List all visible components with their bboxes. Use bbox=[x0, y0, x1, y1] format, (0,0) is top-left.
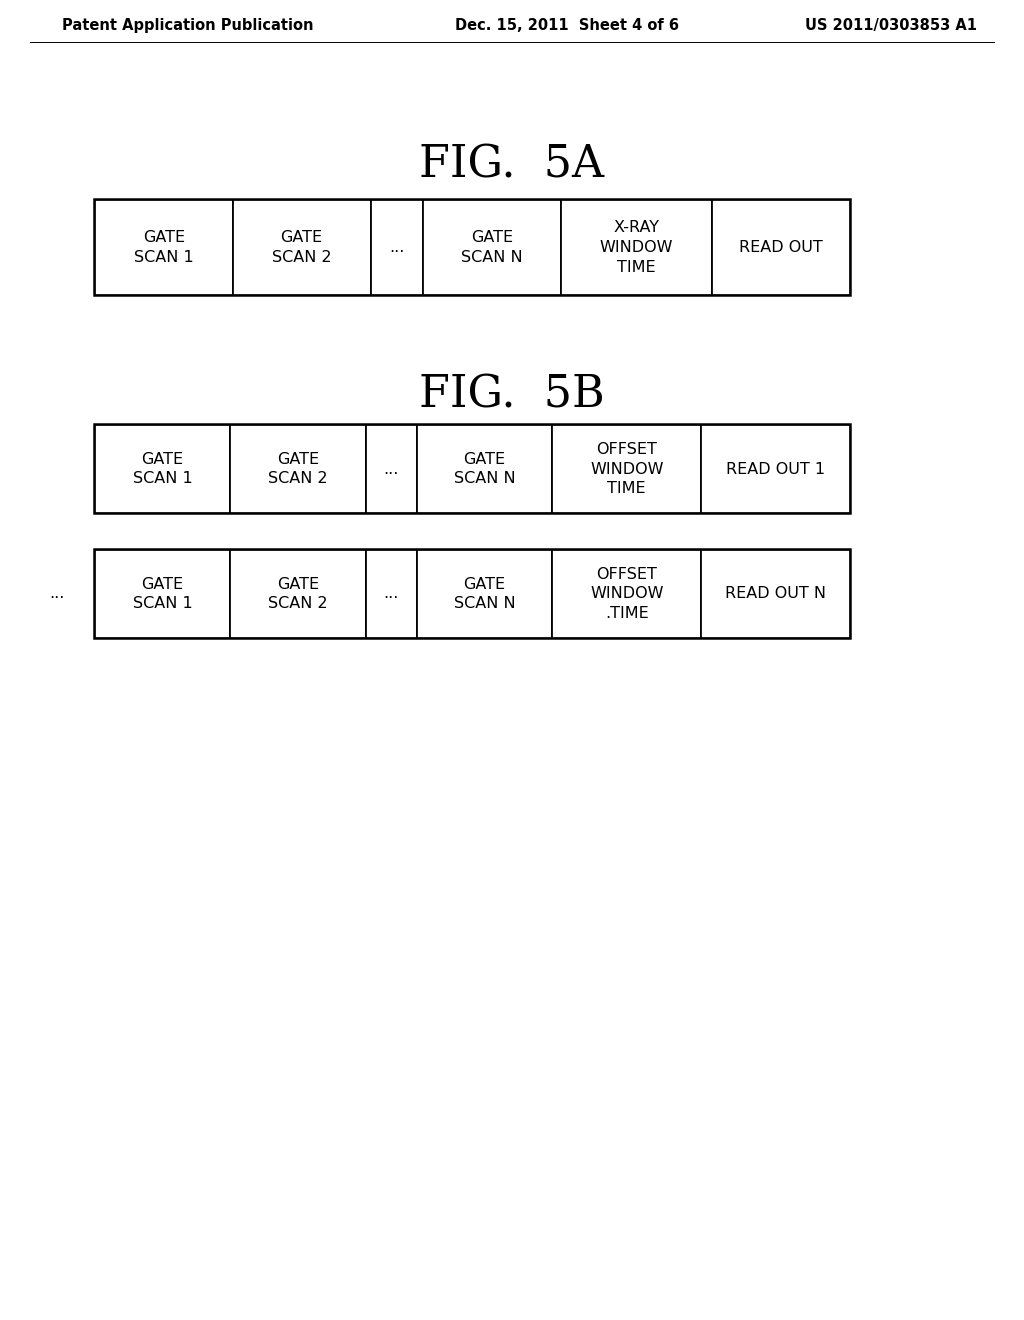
Bar bbox=[701, 425, 850, 513]
Text: ...: ... bbox=[384, 586, 399, 602]
Bar bbox=[95, 550, 850, 638]
Text: GATE
SCAN 2: GATE SCAN 2 bbox=[268, 577, 328, 611]
Bar bbox=[423, 201, 561, 294]
Bar bbox=[95, 425, 850, 513]
Bar bbox=[230, 425, 366, 513]
Bar bbox=[417, 550, 552, 638]
Bar bbox=[95, 201, 850, 294]
Text: GATE
SCAN 2: GATE SCAN 2 bbox=[271, 230, 332, 265]
Text: READ OUT: READ OUT bbox=[739, 240, 823, 255]
Bar bbox=[95, 425, 230, 513]
Text: Dec. 15, 2011  Sheet 4 of 6: Dec. 15, 2011 Sheet 4 of 6 bbox=[455, 18, 679, 33]
Text: ...: ... bbox=[389, 240, 404, 255]
Text: OFFSET
WINDOW
TIME: OFFSET WINDOW TIME bbox=[590, 442, 664, 496]
Bar bbox=[561, 201, 713, 294]
Text: ...: ... bbox=[384, 462, 399, 477]
Bar bbox=[366, 550, 417, 638]
Bar bbox=[552, 550, 701, 638]
Text: GATE
SCAN N: GATE SCAN N bbox=[461, 230, 522, 265]
Text: FIG.  5A: FIG. 5A bbox=[420, 144, 604, 186]
Bar bbox=[95, 201, 232, 294]
Text: X-RAY
WINDOW
TIME: X-RAY WINDOW TIME bbox=[600, 220, 673, 275]
Text: GATE
SCAN N: GATE SCAN N bbox=[454, 451, 515, 486]
Text: US 2011/0303853 A1: US 2011/0303853 A1 bbox=[805, 18, 977, 33]
Bar bbox=[371, 201, 423, 294]
Text: ...: ... bbox=[49, 586, 65, 602]
Text: READ OUT N: READ OUT N bbox=[725, 586, 826, 602]
Text: GATE
SCAN 1: GATE SCAN 1 bbox=[133, 577, 193, 611]
Bar bbox=[552, 425, 701, 513]
Bar bbox=[701, 550, 850, 638]
Text: GATE
SCAN N: GATE SCAN N bbox=[454, 577, 515, 611]
Bar bbox=[713, 201, 850, 294]
Text: READ OUT 1: READ OUT 1 bbox=[726, 462, 825, 477]
Bar bbox=[232, 201, 371, 294]
Text: GATE
SCAN 1: GATE SCAN 1 bbox=[133, 451, 193, 486]
Bar bbox=[366, 425, 417, 513]
Text: OFFSET
WINDOW
.TIME: OFFSET WINDOW .TIME bbox=[590, 566, 664, 622]
Text: GATE
SCAN 2: GATE SCAN 2 bbox=[268, 451, 328, 486]
Bar bbox=[230, 550, 366, 638]
Text: FIG.  5B: FIG. 5B bbox=[419, 374, 605, 417]
Bar bbox=[95, 550, 230, 638]
Text: Patent Application Publication: Patent Application Publication bbox=[62, 18, 313, 33]
Text: GATE
SCAN 1: GATE SCAN 1 bbox=[134, 230, 194, 265]
Bar bbox=[417, 425, 552, 513]
